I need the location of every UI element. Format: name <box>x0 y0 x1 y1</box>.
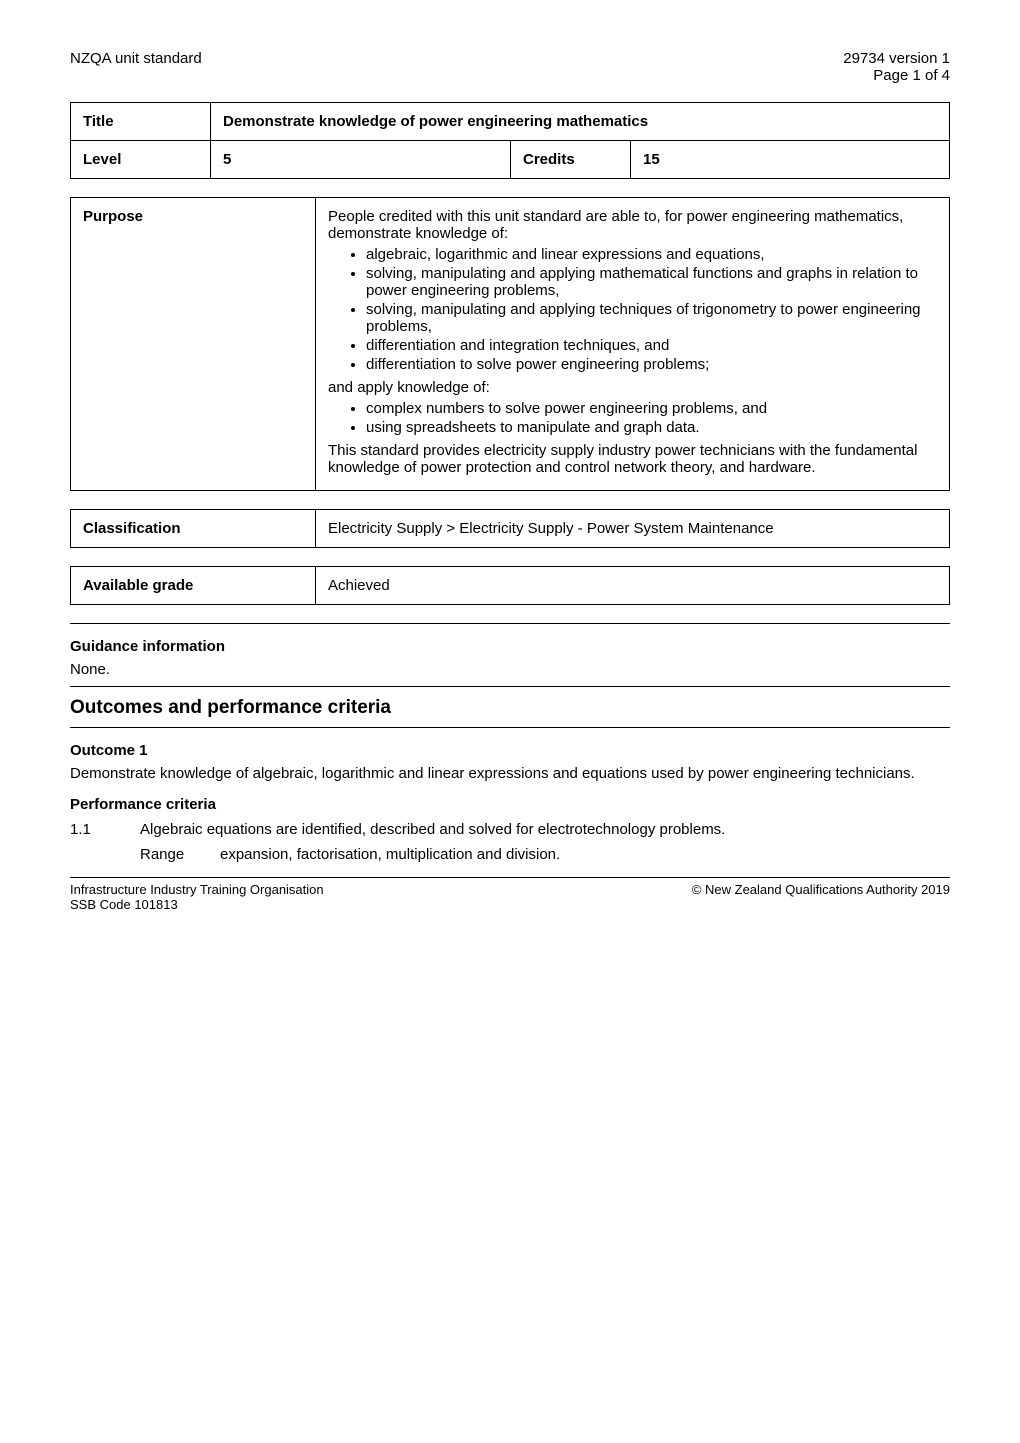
guidance-heading: Guidance information <box>70 638 950 655</box>
footer-left: Infrastructure Industry Training Organis… <box>70 882 324 912</box>
range-label: Range <box>140 846 220 863</box>
pc-item: 1.1 Algebraic equations are identified, … <box>70 821 950 838</box>
purpose-intro: People credited with this unit standard … <box>328 208 937 242</box>
page-footer: Infrastructure Industry Training Organis… <box>70 877 950 912</box>
purpose-body: People credited with this unit standard … <box>316 198 950 491</box>
level-value: 5 <box>211 141 511 179</box>
credits-label: Credits <box>511 141 631 179</box>
divider <box>70 727 950 728</box>
purpose-bullet: differentiation to solve power engineeri… <box>366 356 937 373</box>
title-table: Title Demonstrate knowledge of power eng… <box>70 102 950 179</box>
pc-text: Algebraic equations are identified, desc… <box>140 821 950 838</box>
footer-ssb: SSB Code 101813 <box>70 897 324 912</box>
outcome1-heading: Outcome 1 <box>70 742 950 759</box>
grade-value: Achieved <box>316 567 950 605</box>
footer-org: Infrastructure Industry Training Organis… <box>70 882 324 897</box>
range-row: Range expansion, factorisation, multipli… <box>140 846 950 863</box>
outcomes-heading: Outcomes and performance criteria <box>70 697 950 719</box>
purpose-bullet: algebraic, logarithmic and linear expres… <box>366 246 937 263</box>
purpose-bullet: using spreadsheets to manipulate and gra… <box>366 419 937 436</box>
classification-label: Classification <box>71 510 316 548</box>
credits-value: 15 <box>631 141 950 179</box>
page: NZQA unit standard 29734 version 1 Page … <box>0 0 1020 952</box>
purpose-bullet: solving, manipulating and applying techn… <box>366 301 937 335</box>
purpose-mid: and apply knowledge of: <box>328 379 937 396</box>
outcome1-body: Demonstrate knowledge of algebraic, loga… <box>70 765 950 782</box>
purpose-table: Purpose People credited with this unit s… <box>70 197 950 491</box>
pc-number: 1.1 <box>70 821 140 838</box>
purpose-list-b: complex numbers to solve power engineeri… <box>328 400 937 436</box>
title-label: Title <box>71 103 211 141</box>
grade-label: Available grade <box>71 567 316 605</box>
title-value: Demonstrate knowledge of power engineeri… <box>211 103 950 141</box>
page-header: NZQA unit standard 29734 version 1 Page … <box>70 50 950 84</box>
header-left: NZQA unit standard <box>70 50 202 84</box>
purpose-bullet: solving, manipulating and applying mathe… <box>366 265 937 299</box>
level-label: Level <box>71 141 211 179</box>
classification-value: Electricity Supply > Electricity Supply … <box>316 510 950 548</box>
header-standard-id: 29734 version 1 <box>843 50 950 67</box>
divider <box>70 623 950 624</box>
purpose-list-a: algebraic, logarithmic and linear expres… <box>328 246 937 373</box>
purpose-outro: This standard provides electricity suppl… <box>328 442 937 476</box>
purpose-bullet: differentiation and integration techniqu… <box>366 337 937 354</box>
header-page-num: Page 1 of 4 <box>843 67 950 84</box>
purpose-label: Purpose <box>71 198 316 491</box>
range-text: expansion, factorisation, multiplication… <box>220 846 950 863</box>
grade-table: Available grade Achieved <box>70 566 950 605</box>
header-right: 29734 version 1 Page 1 of 4 <box>843 50 950 84</box>
classification-table: Classification Electricity Supply > Elec… <box>70 509 950 548</box>
divider <box>70 686 950 687</box>
pc-heading: Performance criteria <box>70 796 950 813</box>
footer-right: © New Zealand Qualifications Authority 2… <box>692 882 950 912</box>
guidance-body: None. <box>70 661 950 678</box>
purpose-bullet: complex numbers to solve power engineeri… <box>366 400 937 417</box>
